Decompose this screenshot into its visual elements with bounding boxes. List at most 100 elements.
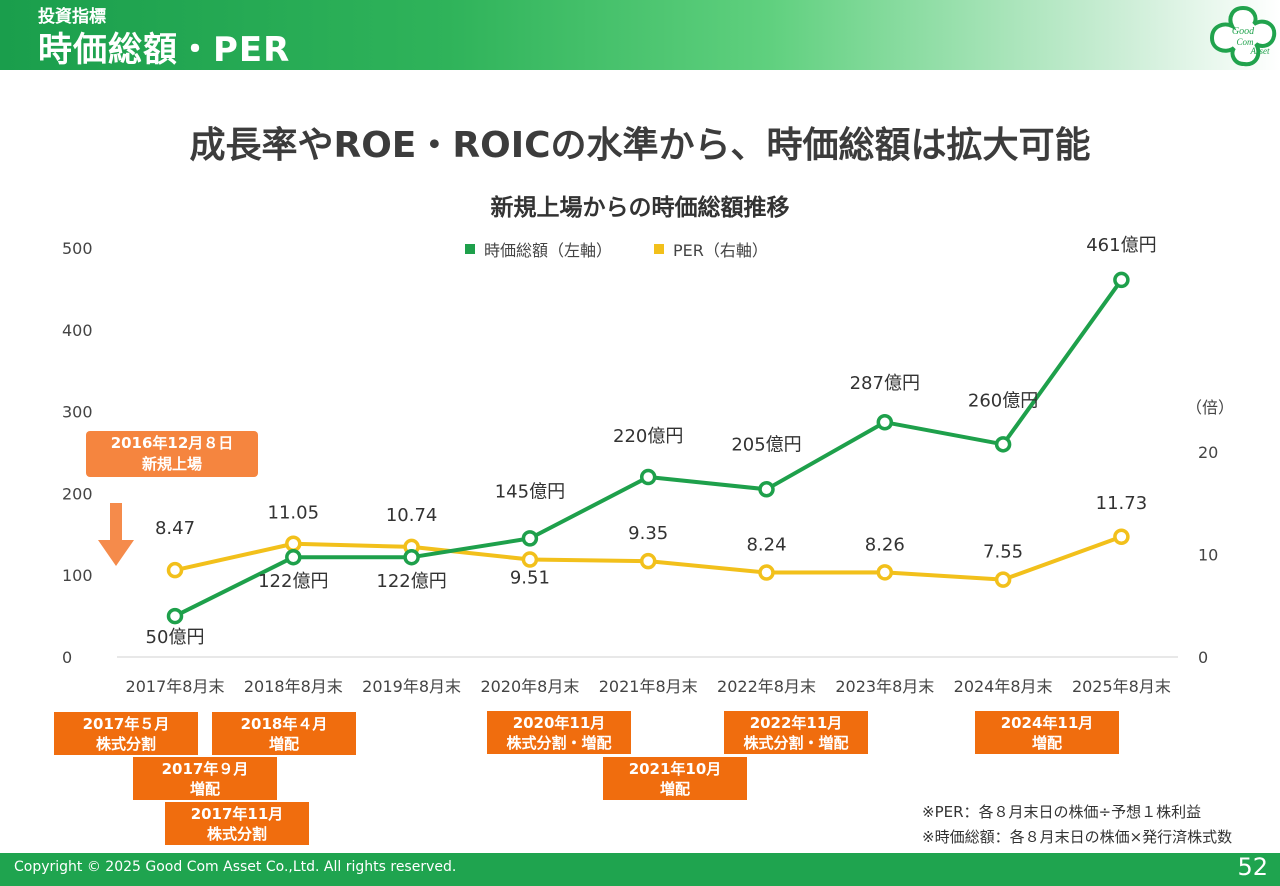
right-axis-unit: （倍） (1186, 398, 1234, 417)
left-axis-tick: 100 (62, 566, 93, 585)
header-bar: 投資指標 時価総額・PER Good Com Asset (0, 0, 1280, 70)
event-box: 2017年11月 株式分割 (165, 802, 309, 845)
svg-text:Good: Good (1232, 26, 1255, 37)
copyright: Copyright © 2025 Good Com Asset Co.,Ltd.… (14, 859, 457, 875)
event-date: 2017年５月 (82, 715, 170, 733)
market-cap-point (758, 481, 775, 498)
right-axis-tick: 20 (1198, 443, 1218, 462)
event-desc: 株式分割 (206, 825, 267, 843)
per-point (994, 571, 1012, 588)
listing-date-box: 2016年12月８日 新規上場 (86, 431, 258, 477)
x-axis-tick: 2017年8月末 (126, 677, 225, 696)
event-box: 2024年11月 増配 (975, 711, 1119, 754)
event-date: 2020年11月 (512, 714, 606, 732)
section-label: 投資指標 (38, 7, 106, 27)
footnote-market-cap: ※時価総額：各８月末日の株価×発行済株式数 (922, 828, 1233, 846)
svg-text:Asset: Asset (1250, 46, 1270, 56)
event-desc: 増配 (1031, 734, 1062, 752)
legend-label: PER（右軸） (673, 241, 768, 260)
x-axis-tick: 2022年8月末 (717, 677, 816, 696)
legend-label: 時価総額（左軸） (484, 241, 612, 260)
market-cap-data-label: 122億円 (376, 571, 446, 592)
left-axis-tick: 300 (62, 403, 93, 422)
x-axis-tick: 2020年8月末 (480, 677, 579, 696)
x-axis-tick: 2021年8月末 (599, 677, 698, 696)
right-axis-tick: 10 (1198, 546, 1218, 565)
per-point (521, 551, 539, 568)
per-data-label: 8.47 (155, 518, 195, 539)
event-date: 2017年11月 (190, 805, 284, 823)
page-number: 52 (1237, 853, 1268, 881)
market-cap-point (994, 436, 1012, 453)
market-cap-point (403, 548, 420, 566)
per-point (166, 561, 184, 579)
market-cap-data-label: 145億円 (495, 481, 565, 502)
x-axis-tick: 2025年8月末 (1072, 677, 1171, 696)
company-logo: Good Com Asset (1209, 5, 1277, 67)
footer-bar: Copyright © 2025 Good Com Asset Co.,Ltd.… (0, 853, 1280, 886)
market-cap-point (639, 468, 657, 486)
x-axis-tick: 2019年8月末 (362, 677, 461, 696)
listing-label: 新規上場 (141, 455, 202, 473)
market-cap-data-label: 50億円 (146, 627, 205, 648)
market-cap-point (166, 607, 184, 625)
event-date: 2021年10月 (628, 760, 722, 778)
market-cap-per-chart: 0 100 200 300 400 500 0 10 20 （倍） 2017年8月末 2018年… (62, 235, 1234, 696)
left-axis-tick: 0 (62, 648, 72, 667)
legend-swatch (654, 244, 664, 254)
left-axis-tick: 400 (62, 321, 93, 340)
market-cap-data-label: 461億円 (1086, 235, 1156, 256)
per-point (1113, 528, 1130, 546)
svg-text:Com: Com (1236, 37, 1254, 47)
market-cap-data-label: 220億円 (613, 426, 683, 447)
event-box: 2020年11月 株式分割・増配 (487, 711, 631, 754)
event-date: 2017年９月 (161, 760, 249, 778)
headline: 成長率やROE・ROICの水準から、時価総額は拡大可能 (189, 125, 1091, 166)
per-point (758, 564, 775, 581)
left-axis-tick: 200 (62, 484, 93, 503)
per-data-label: 9.51 (510, 568, 550, 589)
per-data-label: 11.05 (268, 503, 320, 524)
x-axis-tick: 2023年8月末 (835, 677, 934, 696)
market-cap-data-label: 205億円 (731, 434, 801, 455)
event-box: 2017年５月 株式分割 (54, 712, 198, 755)
per-data-label: 10.74 (386, 505, 438, 526)
market-cap-point (521, 530, 539, 547)
down-arrow-icon (98, 503, 134, 566)
per-data-label: 7.55 (983, 542, 1023, 563)
listing-date: 2016年12月８日 (110, 434, 234, 452)
event-date: 2018年４月 (240, 715, 328, 733)
market-cap-data-label: 122億円 (258, 571, 328, 592)
event-box: 2017年９月 増配 (133, 757, 277, 800)
event-date: 2024年11月 (1000, 714, 1094, 732)
x-axis-tick: 2018年8月末 (244, 677, 343, 696)
per-point (285, 535, 302, 552)
market-cap-point (876, 413, 894, 431)
chart-title: 新規上場からの時価総額推移 (490, 195, 790, 221)
market-cap-point (285, 548, 302, 566)
per-data-label: 11.73 (1096, 493, 1148, 514)
legend-swatch (465, 244, 475, 254)
per-data-label: 9.35 (628, 523, 668, 544)
market-cap-data-label: 260億円 (968, 390, 1038, 411)
per-point (639, 552, 657, 570)
event-box: 2021年10月 増配 (603, 757, 747, 800)
event-desc: 株式分割・増配 (506, 734, 612, 752)
per-data-label: 8.24 (746, 535, 786, 556)
left-axis-tick: 500 (62, 239, 93, 258)
right-axis-tick: 0 (1198, 648, 1208, 667)
x-axis-tick: 2024年8月末 (954, 677, 1053, 696)
event-box: 2018年４月 増配 (212, 712, 356, 755)
per-point (876, 564, 894, 581)
market-cap-point (1113, 271, 1130, 289)
legend: 時価総額（左軸） PER（右軸） (465, 241, 768, 260)
slide-title: 時価総額・PER (38, 30, 291, 70)
event-box: 2022年11月 株式分割・増配 (724, 711, 868, 754)
event-desc: 株式分割・増配 (743, 734, 849, 752)
event-desc: 増配 (189, 780, 220, 798)
event-desc: 増配 (268, 735, 299, 753)
per-data-label: 8.26 (865, 534, 905, 555)
event-date: 2022年11月 (749, 714, 843, 732)
footnote-per: ※PER：各８月末日の株価÷予想１株利益 (922, 803, 1202, 821)
event-desc: 増配 (659, 780, 690, 798)
